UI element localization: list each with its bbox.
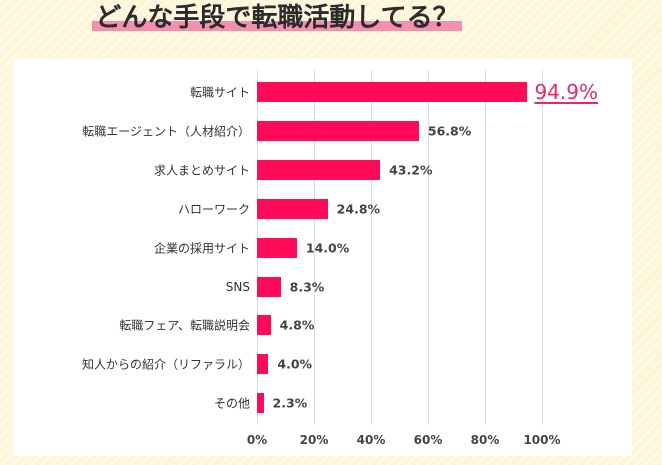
chart-title: どんな手段で転職活動してる？ — [92, 0, 462, 36]
bar — [257, 120, 419, 141]
category-label: ハローワーク — [177, 202, 250, 217]
value-label: 8.3% — [289, 279, 325, 294]
bar — [257, 82, 528, 102]
category-label: 転職サイト — [189, 85, 250, 100]
bar — [257, 159, 381, 180]
category-label: 知人からの紹介（リファラル） — [81, 357, 250, 372]
value-label: 56.8% — [427, 123, 472, 139]
value-label: 24.8% — [336, 201, 381, 217]
value-label: 94.9% — [534, 80, 598, 104]
gridline — [485, 70, 486, 425]
bar — [257, 354, 269, 375]
value-label: 14.0% — [305, 240, 350, 256]
category-label: その他 — [213, 396, 250, 411]
gridline — [428, 70, 429, 425]
x-tick-label: 100% — [523, 433, 561, 447]
x-tick-label: 20% — [299, 433, 329, 447]
bar — [257, 276, 281, 297]
bar — [257, 198, 328, 219]
value-label: 4.8% — [279, 317, 315, 333]
title-area: どんな手段で転職活動してる？ — [0, 0, 662, 44]
category-label: SNS — [225, 279, 250, 294]
value-label: 2.3% — [272, 395, 308, 411]
bar — [257, 393, 264, 414]
chart-panel: 0% 20% 40% 60% 80% 100% 転職サイト 94.9% 転職エージェント（人材紹… — [13, 59, 632, 456]
bar — [257, 237, 297, 258]
bar — [257, 315, 271, 336]
x-tick-label: 80% — [470, 433, 500, 447]
value-label: 43.2% — [389, 162, 433, 178]
category-label: 転職フェア、転職説明会 — [119, 318, 250, 333]
value-label: 4.0% — [277, 356, 313, 372]
category-label: 企業の採用サイト — [153, 241, 250, 256]
gridline — [371, 70, 372, 425]
x-tick-label: 40% — [356, 433, 386, 447]
x-tick-label: 60% — [413, 433, 443, 447]
gridline — [314, 70, 315, 425]
category-label: 転職エージェント（人材紹介） — [82, 124, 250, 139]
x-tick-label: 0% — [246, 433, 268, 447]
gridline — [542, 70, 543, 425]
category-label: 求人まとめサイト — [153, 163, 250, 178]
